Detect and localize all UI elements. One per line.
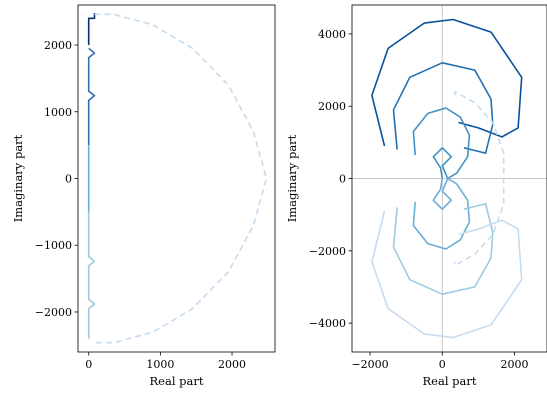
nyquist-curve-4 [412,177,471,250]
y-tick-label: 1000 [44,106,72,119]
y-tick-label: 2000 [318,100,346,113]
right-nyquist-plot: −2000 0 2000 −4000 −2000 0 2000 4000 Real part Im… [285,4,547,388]
plot-frame [77,4,276,353]
left-nyquist-plot: 0 1000 2000 −2000 −1000 0 1000 2000 Real part Ima… [11,4,276,388]
nyquist-curve-7 [454,91,505,267]
y-tick-label: 0 [339,173,346,186]
nyquist-curve-6 [371,210,523,339]
x-tick-label: −2000 [351,358,388,371]
nyquist-curve-3 [412,107,471,180]
y-tick-label: −2000 [309,245,346,258]
y-axis-label: Imaginary part [11,134,25,222]
x-tick-label: 2000 [218,358,246,371]
y-tick-label: 2000 [44,39,72,52]
nyquist-curve-1 [87,13,96,45]
x-axis-label: Real part [150,374,204,388]
y-tick-label: 0 [65,173,72,186]
nyquist-curve-5 [392,203,494,295]
x-axis-label: Real part [423,374,477,388]
nyquist-curve-1 [371,18,523,147]
y-tick-label: 4000 [318,28,346,41]
nyquist-curve-5 [94,13,268,344]
x-tick-label: 2000 [501,358,529,371]
nyquist-curve-2 [87,47,96,146]
y-tick-label: −2000 [35,306,72,319]
x-tick-label: 0 [439,358,446,371]
nyquist-curve-4 [87,211,96,339]
y-tick-label: −1000 [35,239,72,252]
x-tick-label: 0 [85,358,92,371]
nyquist-curve-2 [392,62,494,154]
y-tick-label: −4000 [309,317,346,330]
y-axis-label: Imaginary part [285,134,299,222]
x-tick-label: 1000 [146,358,174,371]
